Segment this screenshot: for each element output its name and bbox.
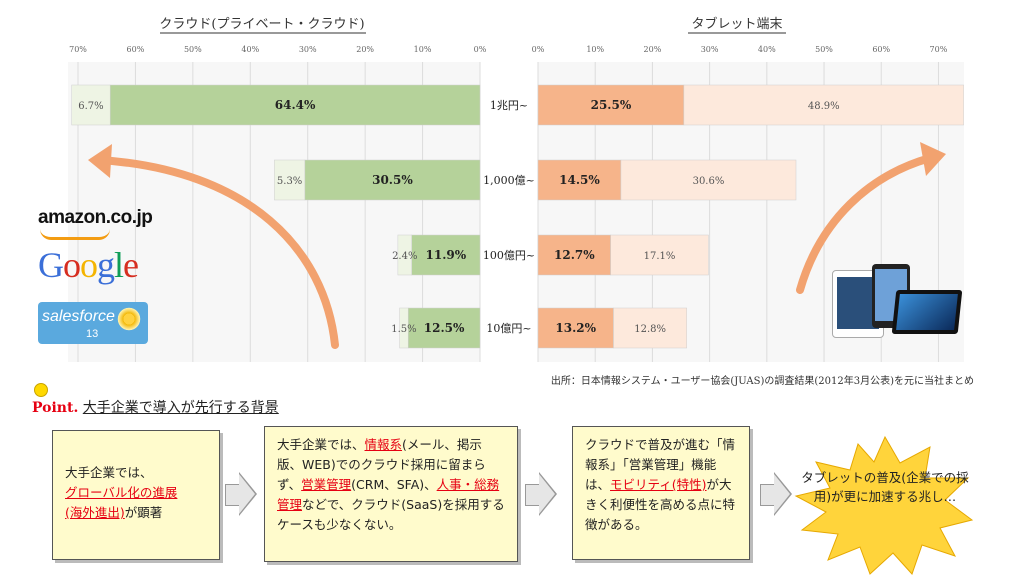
tablet-devices-illustration <box>832 264 964 344</box>
right-tick-label: 0% <box>532 45 545 54</box>
left-tick-label: 60% <box>127 45 145 54</box>
burst-shape <box>794 435 974 575</box>
right-tick-label: 60% <box>872 45 890 54</box>
right-data-label: 30.6% <box>693 176 725 187</box>
right-bar-seg-0 <box>537 84 685 126</box>
right-bar-seg-1 <box>620 159 797 201</box>
point-heading: Point. 大手企業で導入が先行する背景 <box>32 383 279 417</box>
left-data-label: 11.9% <box>426 248 467 262</box>
category-labels: 1兆円~ 1,000億~ 100億円~ 10億円~ <box>483 99 535 335</box>
right-tick-label: 20% <box>644 45 662 54</box>
google-letter: o <box>80 245 98 285</box>
right-data-label: 48.9% <box>808 101 840 112</box>
google-letter: e <box>123 245 139 285</box>
android-tablet-icon <box>891 290 963 334</box>
right-curve-arrow <box>796 154 934 294</box>
right-data-label: 14.5% <box>559 173 600 187</box>
right-bar-seg-1 <box>613 307 687 349</box>
right-data-label: 17.1% <box>644 251 676 262</box>
point-tag: Point. <box>32 400 79 416</box>
right-tick-label: 40% <box>758 45 776 54</box>
burst-text: タブレットの普及(企業での採用)が更に加速する兆し… <box>801 470 969 504</box>
salesforce-logo: salesforce 13 <box>38 302 148 344</box>
left-bar-seg-1 <box>397 234 412 276</box>
left-bars: 64.4% 6.7% 30.5% 5.3% 11.9% 2.4% 12.5% 1.5% <box>71 84 481 349</box>
left-chart-title: クラウド(プライベート・クラウド) <box>159 17 364 32</box>
right-tick-label: 70% <box>930 45 948 54</box>
pointer-icon <box>34 383 48 397</box>
left-data-label: 64.4% <box>275 98 316 112</box>
left-tick-label: 50% <box>184 45 202 54</box>
left-data-label: 6.7% <box>78 101 103 112</box>
right-chart-title: タブレット端末 <box>691 16 782 32</box>
google-letter: G <box>38 245 64 285</box>
category-label: 1,000億~ <box>483 174 535 187</box>
right-tick-label: 50% <box>815 45 833 54</box>
left-bar-seg-0 <box>411 234 481 276</box>
flower-icon <box>116 306 142 332</box>
right-tick-label: 30% <box>701 45 719 54</box>
left-bar-seg-0 <box>304 159 481 201</box>
right-data-label: 12.8% <box>634 324 666 335</box>
flow-box-3: クラウドで普及が進む「情報系」「営業管理」機能は、モビリティ(特性)が大きく利便… <box>572 426 750 560</box>
right-data-label: 13.2% <box>555 321 596 335</box>
right-bar-seg-0 <box>537 307 614 349</box>
left-tick-label: 20% <box>356 45 374 54</box>
flow-box-1: 大手企業では、 グローバル化の進展 (海外進出)が顕著 <box>52 430 220 560</box>
flow-arrow-1 <box>225 472 257 516</box>
left-data-label: 5.3% <box>277 176 302 187</box>
right-bar-seg-0 <box>537 159 622 201</box>
category-label: 10億円~ <box>486 322 531 335</box>
left-tick-label: 0% <box>474 45 487 54</box>
google-letter: g <box>97 245 115 285</box>
left-tick-label: 30% <box>299 45 317 54</box>
category-label: 100億円~ <box>483 249 535 262</box>
flow-arrow-2 <box>525 472 557 516</box>
right-tick-label: 10% <box>586 45 604 54</box>
left-tick-label: 10% <box>414 45 432 54</box>
right-data-label: 12.7% <box>554 248 595 262</box>
right-curve-arrowhead <box>920 142 946 176</box>
right-bars: 25.5% 48.9% 14.5% 30.6% 12.7% 17.1% 13.2% 12.8% <box>537 84 964 349</box>
right-bar-seg-1 <box>683 84 964 126</box>
right-data-label: 25.5% <box>591 98 632 112</box>
left-data-label: 30.5% <box>372 173 413 187</box>
amazon-smile-icon <box>40 229 110 240</box>
right-bar-seg-0 <box>537 234 611 276</box>
google-letter: l <box>114 245 124 285</box>
flow-arrow-3 <box>760 472 792 516</box>
left-tick-label: 40% <box>241 45 259 54</box>
left-data-label: 1.5% <box>391 324 416 335</box>
google-logo: Google <box>38 244 139 286</box>
left-bar-seg-0 <box>407 307 481 349</box>
flow-box-2: 大手企業では、情報系(メール、掲示版、WEB)でのクラウド採用に留まらず、営業管… <box>264 426 518 562</box>
amazon-logo: amazon.co.jp <box>38 207 153 240</box>
left-curve-arrowhead <box>88 144 112 178</box>
left-bar-seg-1 <box>274 159 306 201</box>
right-bar-seg-1 <box>610 234 709 276</box>
point-text: 大手企業で導入が先行する背景 <box>82 400 279 416</box>
left-data-label: 2.4% <box>392 251 417 262</box>
left-bar-seg-1 <box>399 307 409 349</box>
google-letter: o <box>63 245 81 285</box>
left-tick-label: 70% <box>69 45 87 54</box>
left-bar-seg-1 <box>71 84 111 126</box>
left-data-label: 12.5% <box>424 321 465 335</box>
source-note: 出所：日本情報システム・ユーザー協会(JUAS)の調査結果(2012年3月公表)… <box>551 374 974 387</box>
category-label: 1兆円~ <box>490 99 528 112</box>
left-curve-arrow <box>96 156 339 349</box>
